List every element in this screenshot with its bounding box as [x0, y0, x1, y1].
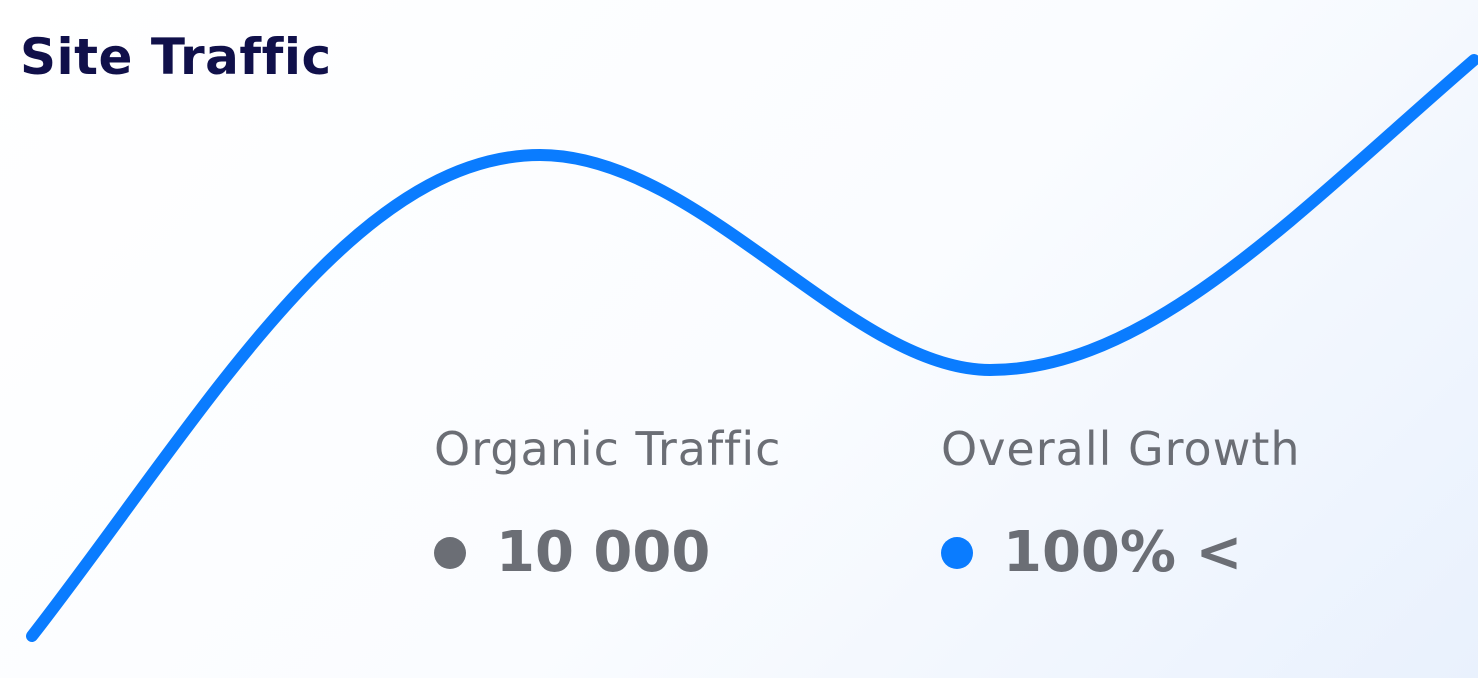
- stat: Organic Traffic 10 000: [434, 422, 781, 585]
- stat-value: 100% <: [1003, 520, 1243, 585]
- stat-dot: [434, 536, 466, 569]
- stat-row: 10 000: [434, 520, 781, 585]
- stat-row: 100% <: [941, 520, 1301, 585]
- stat-value: 10 000: [496, 520, 711, 585]
- stat-label: Organic Traffic: [434, 422, 782, 476]
- card-title: Site Traffic: [20, 28, 332, 86]
- curve-line: [26, 54, 1478, 642]
- stat-label: Overall Growth: [941, 422, 1301, 476]
- stat: Overall Growth 100% <: [941, 422, 1301, 585]
- stat-dot: [941, 536, 973, 569]
